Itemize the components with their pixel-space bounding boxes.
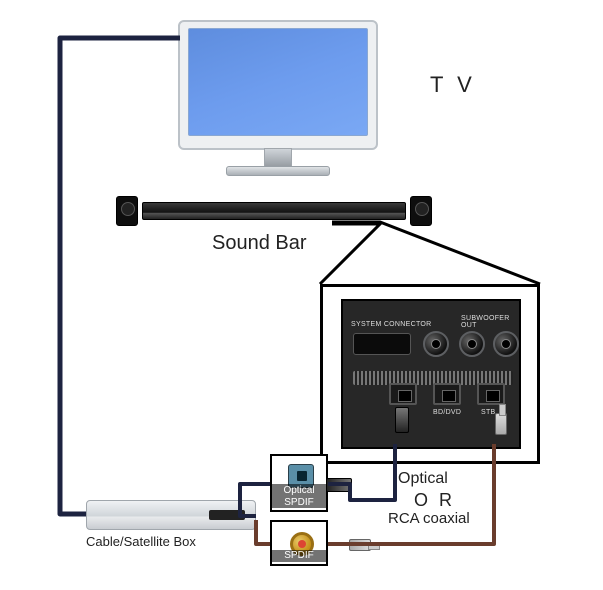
- soundbar-device: [116, 196, 432, 228]
- panel-sysconn-label: SYSTEM CONNECTOR: [351, 321, 432, 328]
- back-panel-frame: SYSTEM CONNECTOR SUBWOOFER OUT TV BD/DVD…: [320, 284, 540, 464]
- inset-optical-line2: SPDIF: [284, 497, 313, 508]
- callout-line-top: [332, 222, 540, 284]
- soundbar-speaker-right: [410, 196, 432, 226]
- rca-plug: [495, 413, 507, 435]
- tv-screen: [188, 28, 368, 136]
- aux-jack-1: [459, 331, 485, 357]
- callout-line-bot: [320, 224, 380, 284]
- optical-in-bddvd: [433, 383, 461, 405]
- cable-navy-main: [60, 38, 180, 514]
- back-panel: SYSTEM CONNECTOR SUBWOOFER OUT TV BD/DVD…: [341, 299, 521, 449]
- optical-in-stb: [477, 383, 505, 405]
- optical-cable-tip: [326, 478, 352, 492]
- optical-label: Optical: [398, 470, 448, 488]
- cable-coax-to-box: [256, 520, 270, 544]
- inset-optical-label: Optical SPDIF: [272, 484, 326, 508]
- or-label: O R: [414, 490, 455, 511]
- cable-satellite-box: [86, 500, 256, 530]
- tv-device: [168, 14, 388, 194]
- inset-optical-line1: Optical: [283, 485, 314, 496]
- diagram-canvas: T V Sound Bar Optical O R RCA coaxial Ca…: [0, 0, 603, 590]
- aux-jack-2: [493, 331, 519, 357]
- system-connector-port: [353, 333, 411, 355]
- inset-optical-spdif: Optical SPDIF: [270, 454, 328, 512]
- optical-in-tv: [389, 383, 417, 405]
- rca-coaxial-label: RCA coaxial: [388, 510, 470, 527]
- inset-coax-spdif: SPDIF: [270, 520, 328, 566]
- soundbar-speaker-left: [116, 196, 138, 226]
- subwoofer-out-jack: [423, 331, 449, 357]
- optical-plug: [395, 407, 409, 433]
- rca-cable-tip: [349, 539, 371, 551]
- optical-stb-label: STB: [481, 409, 496, 416]
- tv-stand-base: [226, 166, 330, 176]
- optical-bddvd-label: BD/DVD: [433, 409, 461, 416]
- soundbar-body: [142, 202, 406, 220]
- cablebox-label: Cable/Satellite Box: [86, 534, 196, 549]
- tv-label: T V: [430, 72, 476, 98]
- inset-coax-label: SPDIF: [272, 550, 326, 562]
- soundbar-label: Sound Bar: [212, 232, 307, 255]
- panel-subout-label: SUBWOOFER OUT: [461, 315, 519, 329]
